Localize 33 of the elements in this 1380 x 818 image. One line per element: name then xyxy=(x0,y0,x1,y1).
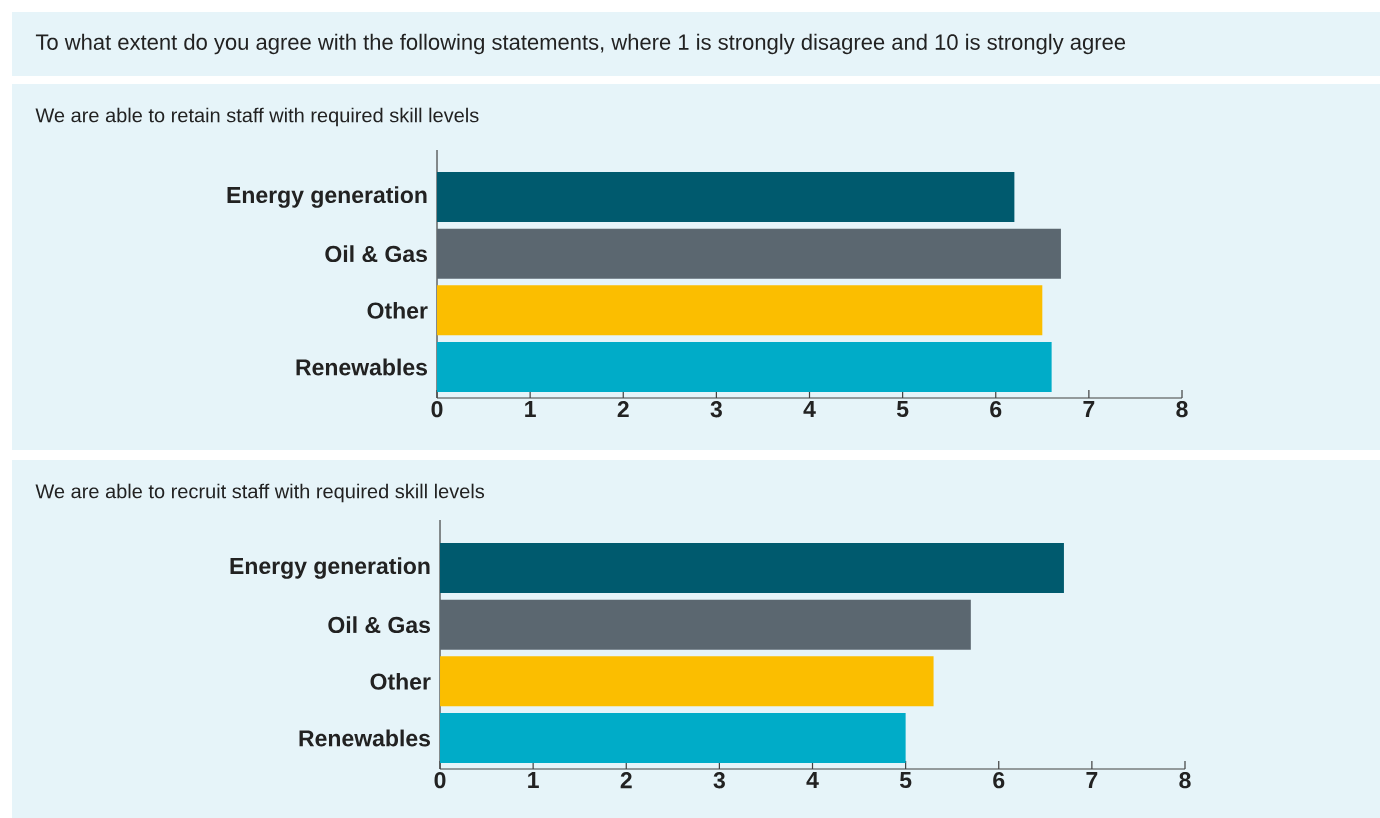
x-tick-label: 4 xyxy=(806,772,819,788)
x-tick-label: 1 xyxy=(525,401,536,417)
y-tick-label: Oil & Gas xyxy=(325,245,427,263)
bar xyxy=(440,599,971,650)
x-tick-label: 2 xyxy=(617,401,629,418)
bar xyxy=(440,713,906,763)
x-tick-label: 8 xyxy=(1176,401,1188,418)
x-tick-label: 0 xyxy=(434,772,446,789)
y-tick-label: Renewables xyxy=(296,358,427,376)
x-tick-label: 1 xyxy=(528,772,539,788)
text: We are able to retain staff with required skill levels xyxy=(35,107,479,127)
x-tick-label: 5 xyxy=(899,772,912,789)
y-tick-label: Energy generation xyxy=(227,186,427,208)
bar xyxy=(440,656,934,707)
x-tick-label: 7 xyxy=(1083,401,1095,417)
chart-title: To what extent do you agree with the following statements, where 1 is strongly disagree and 10 is strongly agree xyxy=(35,33,1126,55)
y-tick-label: Oil & Gas xyxy=(328,616,430,634)
y-tick-label: Other xyxy=(367,301,428,319)
y-tick-label: Energy generation xyxy=(230,557,430,579)
y-tick-label: Renewables xyxy=(299,729,430,747)
x-tick-label: 4 xyxy=(803,401,816,417)
y-tick-label: Other xyxy=(370,672,431,690)
x-tick-label: 6 xyxy=(990,401,1002,418)
bar xyxy=(440,543,1064,593)
x-tick-label: 3 xyxy=(713,772,725,789)
x-tick-label: 2 xyxy=(620,772,632,789)
x-tick-label: 3 xyxy=(710,401,722,418)
x-tick-label: 7 xyxy=(1086,772,1098,788)
x-tick-label: 8 xyxy=(1179,772,1191,789)
x-tick-label: 0 xyxy=(431,401,443,418)
text: We are able to recruit staff with required skill levels xyxy=(35,483,485,503)
x-tick-label: 6 xyxy=(993,772,1005,789)
x-tick-label: 5 xyxy=(896,401,909,418)
